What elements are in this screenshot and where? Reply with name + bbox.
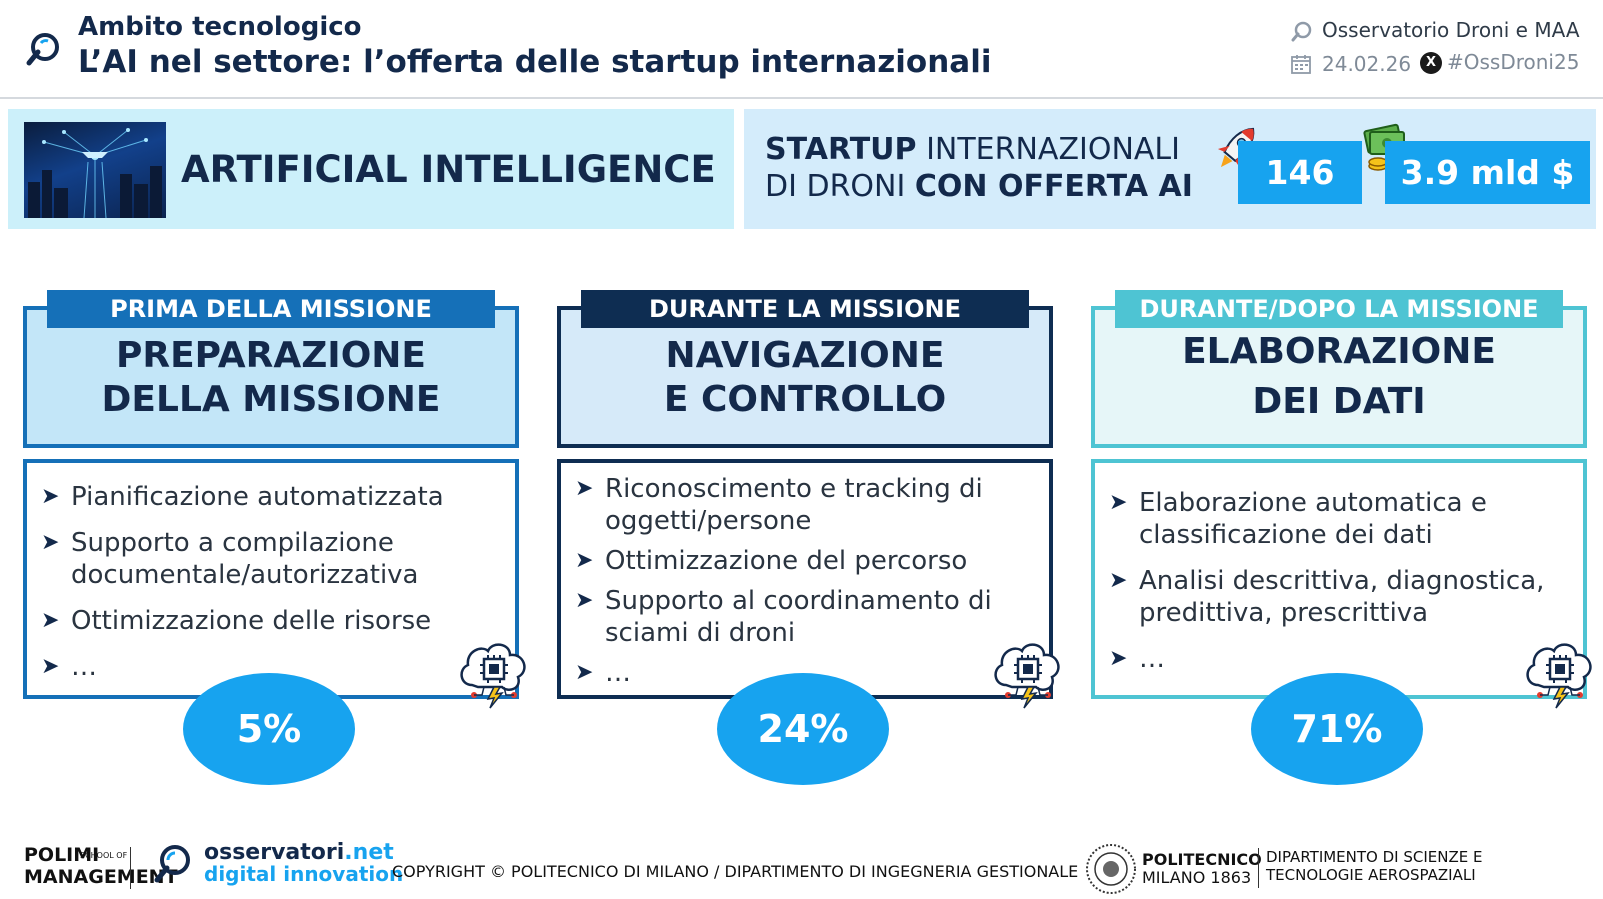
arrow-icon: ➤ xyxy=(575,660,594,685)
mission-card-body-after: ➤ Elaborazione automatica e classificazio… xyxy=(1091,459,1587,699)
ai-brain-icon xyxy=(1520,637,1600,709)
use-case-list: ➤ Riconoscimento e tracking di oggetti/pe… xyxy=(575,473,1039,697)
politecnico-seal-icon xyxy=(1085,843,1137,895)
card-title-line2: DEI DATI xyxy=(1252,381,1426,422)
osservatori-logo-icon xyxy=(152,842,194,884)
startup-headline-line2: DI DRONI CON OFFERTA AI xyxy=(765,169,1193,204)
use-case-list: ➤ Elaborazione automatica e classificazio… xyxy=(1109,487,1573,689)
mission-card-header-after: ELABORAZIONE DEI DATI xyxy=(1091,306,1587,448)
mission-card-header-before: PREPARAZIONE DELLA MISSIONE xyxy=(23,306,519,448)
search-icon xyxy=(24,30,64,70)
hashtag: #OssDroni25 xyxy=(1447,50,1580,74)
arrow-icon: ➤ xyxy=(1109,568,1128,593)
footer-divider xyxy=(130,847,131,889)
footer-divider xyxy=(1258,848,1259,888)
startup-headline-rest2: DI DRONI xyxy=(765,169,915,204)
ai-brain-icon xyxy=(988,637,1068,709)
tab-during-after-mission: DURANTE/DOPO LA MISSIONE xyxy=(1115,290,1563,328)
polimi-school-label: SCHOOL OF xyxy=(80,851,128,860)
arrow-icon: ➤ xyxy=(41,484,60,509)
politecnico-name: POLITECNICO xyxy=(1142,850,1262,869)
card-title-line2: DELLA MISSIONE xyxy=(101,379,441,420)
use-case-list: ➤ Pianificazione automatizzata ➤ Supporto … xyxy=(41,481,505,697)
header-divider xyxy=(0,97,1603,99)
card-title-line1: PREPARAZIONE xyxy=(115,335,427,376)
ai-brain-icon xyxy=(454,637,534,709)
card-title-line1: ELABORAZIONE xyxy=(1182,331,1496,372)
arrow-icon: ➤ xyxy=(1109,490,1128,515)
list-item: ➤ Supporto al coordinamento di sciami di … xyxy=(575,586,992,648)
page-title: L’AI nel settore: l’offerta delle startu… xyxy=(78,44,992,80)
arrow-icon: ➤ xyxy=(41,608,60,633)
percent-during: 24% xyxy=(717,673,889,785)
observatory-icon xyxy=(1290,20,1314,44)
osservatori-logo-text: osservatori.net xyxy=(204,840,394,865)
politecnico-year: MILANO 1863 xyxy=(1142,868,1252,887)
arrow-icon: ➤ xyxy=(575,548,594,573)
list-item: ➤ Analisi descrittiva, diagnostica, predi… xyxy=(1109,566,1545,628)
percent-before: 5% xyxy=(183,673,355,785)
startup-count: 146 xyxy=(1238,141,1362,204)
mission-card-body-during: ➤ Riconoscimento e tracking di oggetti/pe… xyxy=(557,459,1053,699)
list-item: ➤ Elaborazione automatica e classificazio… xyxy=(1109,488,1487,550)
presentation-date: 24.02.26 xyxy=(1322,52,1412,76)
card-title-line2: E CONTROLLO xyxy=(663,379,947,420)
osservatori-name: osservatori xyxy=(204,840,345,865)
ai-banner-title: ARTIFICIAL INTELLIGENCE xyxy=(181,148,716,191)
polimi-logo-line1: POLIMI xyxy=(24,844,100,866)
mission-card-header-during: NAVIGAZIONE E CONTROLLO xyxy=(557,306,1053,448)
percent-after: 71% xyxy=(1251,673,1423,785)
funding-amount: 3.9 mld $ xyxy=(1385,141,1590,204)
startup-headline-bold2: CON OFFERTA AI xyxy=(914,169,1193,204)
x-logo-icon: X xyxy=(1420,52,1442,74)
list-item: ➤ Pianificazione automatizzata xyxy=(41,482,444,512)
startup-headline-rest: INTERNAZIONALI xyxy=(916,132,1180,167)
list-item: ➤ Riconoscimento e tracking di oggetti/pe… xyxy=(575,474,983,536)
osservatori-tagline: digital innovation xyxy=(204,862,404,886)
copyright-notice: COPYRIGHT © POLITECNICO DI MILANO / DIPA… xyxy=(392,862,1079,881)
arrow-icon: ➤ xyxy=(575,588,594,613)
section-kicker: Ambito tecnologico xyxy=(78,12,362,42)
arrow-icon: ➤ xyxy=(41,654,60,679)
list-item: ➤ Ottimizzazione delle risorse xyxy=(41,606,432,636)
polimi-logo-line2: MANAGEMENT xyxy=(24,866,178,888)
polimi-management-logo: POLIMI MANAGEMENT xyxy=(24,844,178,888)
startup-headline-line1: STARTUP INTERNAZIONALI xyxy=(765,132,1180,167)
list-item: ➤… xyxy=(41,652,97,682)
list-item: ➤ Ottimizzazione del percorso xyxy=(575,546,968,576)
list-item: ➤… xyxy=(575,658,631,688)
arrow-icon: ➤ xyxy=(1109,646,1128,671)
calendar-icon xyxy=(1290,53,1312,75)
list-item: ➤ Supporto a compilazione documentale/aut… xyxy=(41,528,419,590)
department-name-line1: DIPARTIMENTO DI SCIENZE E xyxy=(1266,848,1483,866)
arrow-icon: ➤ xyxy=(41,530,60,555)
osservatori-tld: .net xyxy=(344,840,394,865)
department-name-line2: TECNOLOGIE AEROSPAZIALI xyxy=(1266,866,1476,884)
mission-card-body-before: ➤ Pianificazione automatizzata ➤ Supporto … xyxy=(23,459,519,699)
startup-headline-bold: STARTUP xyxy=(765,132,917,167)
card-title-line1: NAVIGAZIONE xyxy=(665,335,945,376)
observatory-name: Osservatorio Droni e MAA xyxy=(1322,18,1580,42)
list-item: ➤… xyxy=(1109,644,1165,674)
tab-during-mission: DURANTE LA MISSIONE xyxy=(581,290,1029,328)
tab-before-mission: PRIMA DELLA MISSIONE xyxy=(47,290,495,328)
arrow-icon: ➤ xyxy=(575,476,594,501)
ai-city-image xyxy=(24,122,166,218)
